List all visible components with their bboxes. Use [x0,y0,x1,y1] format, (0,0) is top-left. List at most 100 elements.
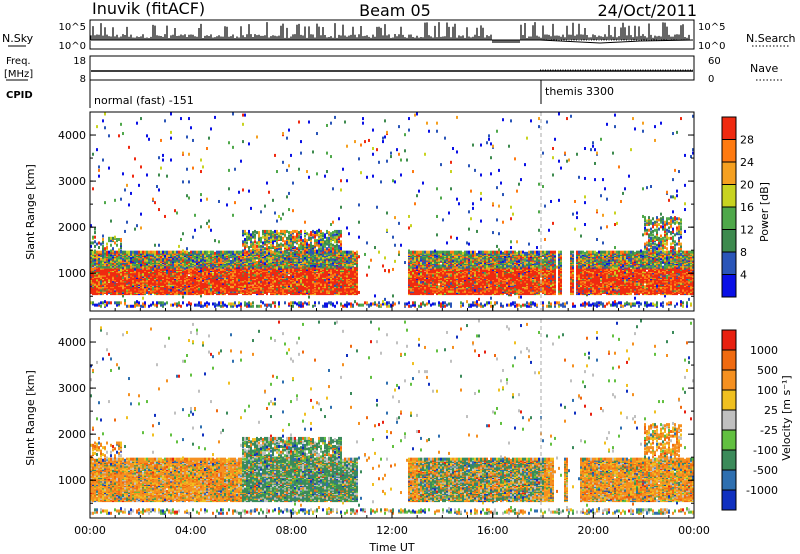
heatmap-cell [100,304,102,308]
heatmap-cell [164,214,166,218]
heatmap-cell [188,301,190,305]
heatmap-cell [298,167,300,171]
heatmap-cell [106,246,108,250]
heatmap-cell [126,220,128,224]
heatmap-cell [112,247,114,251]
nave-tick-low: 0 [708,74,714,85]
heatmap-cell [170,275,172,279]
date-title: 24/Oct/2011 [597,1,697,20]
heatmap-cell [250,249,252,253]
heatmap-cell [200,301,202,305]
heatmap-cell [218,240,220,244]
heatmap-cell [278,243,280,247]
heatmap-cell [116,278,118,282]
heatmap-cell [240,302,242,306]
heatmap-cell [318,233,320,237]
heatmap-cell [278,301,280,305]
heatmap-cell [230,250,232,254]
heatmap-cell [158,301,160,305]
heatmap-cell [158,254,160,258]
heatmap-cell [104,254,106,258]
heatmap-cell [208,225,210,229]
cpid-segment-1: normal (fast) -151 [94,94,194,107]
heatmap-cell [100,301,102,305]
heatmap-cell [296,229,298,233]
heatmap-cell [234,201,236,205]
heatmap-cell [316,132,318,136]
heatmap-cell [194,250,196,254]
heatmap-cell [256,231,258,235]
heatmap-cell [256,244,258,248]
heatmap-cell [242,229,244,233]
heatmap-cell [200,250,202,254]
heatmap-cell [174,250,176,254]
heatmap-cell [100,281,102,285]
heatmap-cell [160,303,162,307]
heatmap-cell [276,170,278,174]
heatmap-cell [108,250,110,254]
heatmap-cell [298,301,300,305]
heatmap-cell [92,235,94,239]
heatmap-cell [244,113,246,117]
heatmap-cell [218,199,220,203]
heatmap-cell [306,170,308,174]
heatmap-cell [150,303,152,307]
heatmap-cell [188,117,190,121]
heatmap-cell [226,203,228,207]
nave-label: Nave [750,62,778,75]
heatmap-cell [144,304,146,308]
heatmap-cell [322,237,324,241]
heatmap-cell [108,282,110,286]
heatmap-cell [194,228,196,232]
heatmap-cell [94,235,96,239]
heatmap-cell [238,190,240,194]
heatmap-cell [306,302,308,306]
heatmap-cell [326,229,328,233]
heatmap-cell [92,273,94,277]
heatmap-cell [166,265,168,269]
heatmap-cell [304,220,306,224]
heatmap-cell [128,250,130,254]
heatmap-cell [98,174,100,178]
heatmap-cell [94,244,96,248]
heatmap-cell [118,255,120,259]
heatmap-cell [142,270,144,274]
heatmap-cell [154,201,156,205]
heatmap-cell [132,250,134,254]
heatmap-cell [124,301,126,305]
heatmap-cell [190,269,192,273]
heatmap-cell [208,250,210,254]
heatmap-cell [228,250,230,254]
heatmap-cell [328,236,330,240]
heatmap-cell [264,303,266,307]
heatmap-cell [92,187,94,191]
heatmap-cell [206,147,208,151]
heatmap-cell [246,235,248,239]
heatmap-cell [92,257,94,261]
heatmap-cell [268,236,270,240]
heatmap-cell [138,183,140,187]
heatmap-cell [162,275,164,279]
heatmap-cell [274,246,276,250]
heatmap-cell [124,282,126,286]
heatmap-cell [94,240,96,244]
heatmap-cell [280,235,282,239]
heatmap-cell [122,132,124,136]
heatmap-cell [92,267,94,271]
heatmap-cell [96,148,98,152]
heatmap-cell [218,250,220,254]
heatmap-cell [288,208,290,212]
heatmap-cell [282,160,284,164]
heatmap-cell [110,257,112,261]
heatmap-cell [118,289,120,293]
heatmap-cell [184,252,186,256]
heatmap-cell [270,303,272,307]
heatmap-cell [202,264,204,268]
heatmap-cell [264,229,266,233]
heatmap-cell [242,113,244,117]
heatmap-cell [134,255,136,259]
heatmap-cell [264,247,266,251]
heatmap-cell [282,236,284,240]
heatmap-cell [288,128,290,132]
heatmap-cell [166,290,168,294]
